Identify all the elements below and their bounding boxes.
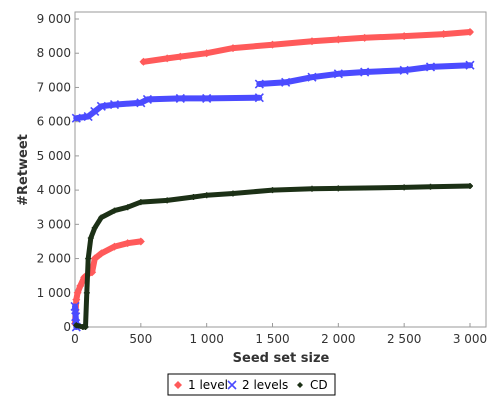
data-point (425, 62, 436, 72)
legend-marker (227, 380, 237, 390)
data-point (400, 32, 409, 41)
data-point (269, 187, 276, 194)
legend-label: 1 level (188, 378, 228, 392)
data-point (136, 237, 145, 246)
data-point (281, 77, 291, 87)
data-point (175, 93, 185, 103)
y-tick-label: 7 000 (37, 80, 71, 94)
data-point (466, 28, 474, 37)
legend-box (167, 373, 336, 396)
data-point (203, 192, 210, 199)
data-point (71, 312, 81, 322)
data-point (202, 49, 211, 58)
data-point (109, 99, 120, 110)
data-point (467, 183, 473, 190)
data-point (308, 37, 316, 46)
data-point (90, 106, 100, 116)
y-tick-label: 5 000 (37, 149, 71, 163)
series-cd (73, 183, 473, 330)
legend: 1 level 2 levels CD (167, 373, 336, 396)
y-tick-label: 6 000 (37, 115, 71, 129)
data-point (137, 199, 144, 206)
data-point (230, 190, 236, 197)
data-point (98, 214, 105, 221)
data-point (83, 289, 90, 296)
data-point (76, 281, 85, 290)
data-point (83, 111, 93, 122)
data-point (70, 301, 80, 312)
data-point (111, 207, 118, 214)
data-point (176, 52, 185, 61)
data-point (333, 69, 343, 79)
data-point (309, 185, 315, 192)
x-tick-label: 2 500 (387, 332, 421, 346)
data-point (96, 101, 106, 111)
y-tick-label: 2 000 (37, 252, 71, 266)
x-tick-label: 3 000 (453, 332, 487, 346)
x-tick-label: 1 000 (189, 332, 223, 346)
data-point (139, 57, 148, 66)
data-point (360, 33, 369, 42)
series-2-levels (70, 60, 475, 332)
series-line (256, 62, 473, 87)
x-tick-label: 500 (129, 332, 152, 346)
data-point (87, 235, 94, 242)
data-point (360, 67, 370, 77)
x-axis-title: Seed set size (233, 351, 330, 366)
x-tick-label: 2 000 (321, 332, 355, 346)
data-point (439, 30, 448, 39)
data-point (124, 204, 131, 211)
x-tick-label: 1 500 (255, 332, 289, 346)
legend-marker (174, 381, 182, 389)
data-point (73, 288, 82, 297)
y-tick-label: 3 000 (37, 217, 71, 231)
data-point (123, 239, 132, 248)
y-tick-label: 8 000 (37, 46, 71, 60)
y-tick-label: 9 000 (37, 12, 71, 26)
data-point (254, 93, 264, 103)
data-point (72, 295, 81, 304)
data-point (91, 224, 98, 231)
data-point (427, 183, 434, 190)
data-point (73, 322, 80, 329)
data-point (90, 254, 99, 263)
data-point (334, 35, 343, 44)
legend-marker (297, 382, 303, 388)
legend-label: CD (310, 378, 328, 392)
data-point (82, 324, 89, 330)
data-point (110, 242, 119, 251)
data-point (202, 93, 212, 103)
data-point (142, 94, 152, 104)
y-axis-title: #Retweet (16, 134, 31, 206)
legend-label: 2 levels (242, 378, 288, 392)
data-point (163, 54, 172, 63)
data-point (465, 60, 475, 70)
legend-items: 1 level 2 levels CD (174, 378, 328, 392)
data-point (190, 193, 197, 200)
data-point (268, 40, 277, 49)
y-tick-label: 0 (63, 320, 71, 334)
data-point (85, 255, 92, 262)
data-point (229, 44, 237, 53)
series-layer (70, 28, 475, 332)
data-point (97, 249, 106, 258)
x-tick-label: 0 (71, 332, 79, 346)
x-axis: 0 500 1 000 1 500 2 000 2 500 3 000 (71, 323, 487, 346)
data-point (254, 79, 264, 89)
data-point (71, 113, 81, 123)
data-point (401, 184, 408, 191)
plot-area (74, 11, 487, 328)
data-point (399, 65, 409, 75)
data-point (164, 197, 171, 204)
y-tick-label: 4 000 (37, 183, 71, 197)
data-point (136, 98, 146, 108)
y-axis: 0 1 000 2 000 3 000 4 000 5 000 6 000 7 000 8 00… (37, 12, 79, 334)
data-point (307, 72, 317, 82)
y-tick-label: 1 000 (37, 286, 71, 300)
data-point (335, 185, 342, 192)
